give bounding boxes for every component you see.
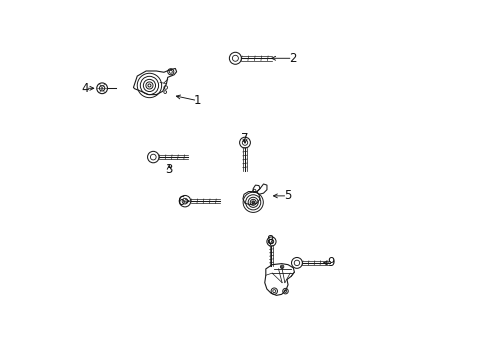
Text: 8: 8 <box>267 234 274 247</box>
Text: 9: 9 <box>328 256 335 269</box>
Text: 3: 3 <box>166 163 173 176</box>
Text: 4: 4 <box>82 82 89 95</box>
Text: 7: 7 <box>241 132 249 145</box>
Text: 5: 5 <box>284 189 291 202</box>
Text: 2: 2 <box>289 52 296 65</box>
Text: 1: 1 <box>194 94 201 107</box>
Text: 6: 6 <box>177 195 185 208</box>
